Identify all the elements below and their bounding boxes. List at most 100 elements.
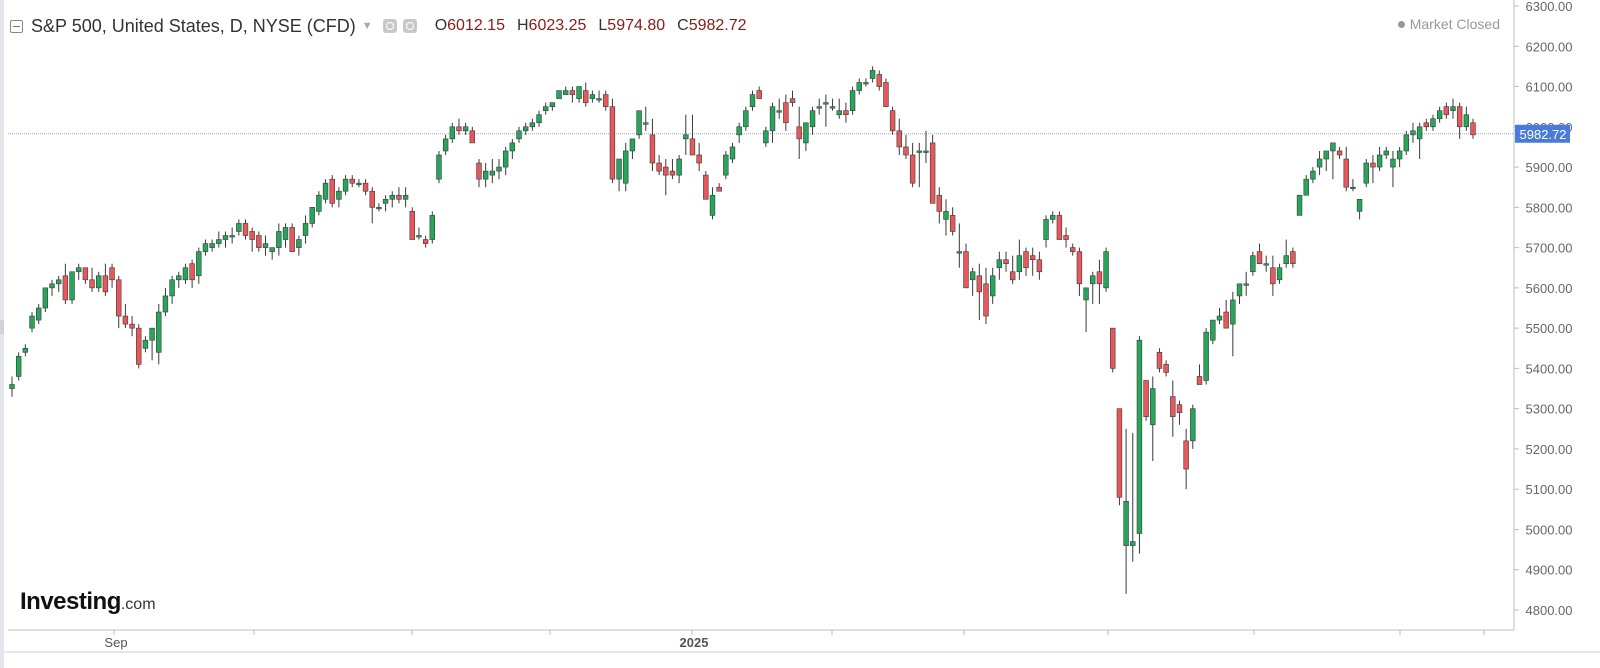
candle-body bbox=[409, 211, 415, 240]
candle-body bbox=[756, 90, 762, 99]
candle-body bbox=[623, 150, 629, 184]
y-tick-label: 6100.00 bbox=[1526, 80, 1573, 95]
candle-body bbox=[1443, 106, 1450, 116]
candle-body bbox=[1410, 130, 1416, 136]
candle-body bbox=[763, 130, 769, 144]
candle-body bbox=[96, 275, 102, 289]
candle-body bbox=[462, 126, 469, 132]
candle-body bbox=[249, 231, 255, 240]
candle-body bbox=[649, 134, 656, 164]
y-tick-label: 5300.00 bbox=[1526, 402, 1573, 417]
candle-body bbox=[603, 94, 609, 107]
candle-body bbox=[1470, 122, 1476, 136]
y-tick-label: 5100.00 bbox=[1526, 482, 1573, 497]
candle-body bbox=[442, 138, 449, 152]
candle-body bbox=[9, 384, 15, 389]
candle-body bbox=[209, 243, 215, 248]
candle-body bbox=[1303, 178, 1309, 196]
candle-body bbox=[1450, 106, 1456, 111]
candle-body bbox=[169, 279, 175, 297]
candle-body bbox=[1423, 122, 1430, 128]
candle-body bbox=[229, 235, 235, 238]
candle-body bbox=[529, 122, 536, 128]
candle-body bbox=[109, 267, 115, 281]
candle-body bbox=[989, 275, 996, 297]
last-price-label: 5982.72 bbox=[1520, 127, 1567, 142]
candle-body bbox=[796, 126, 802, 140]
candle-body bbox=[536, 114, 542, 124]
candle-body bbox=[196, 251, 202, 277]
candle-body bbox=[829, 106, 836, 109]
candle-body bbox=[629, 138, 636, 152]
candle-body bbox=[162, 295, 169, 313]
resize-handle[interactable] bbox=[0, 320, 4, 334]
market-status: Market Closed bbox=[1397, 16, 1500, 32]
candle-body bbox=[1190, 408, 1196, 442]
candle-body bbox=[1356, 198, 1363, 212]
candle-body bbox=[583, 90, 589, 103]
eye-icon[interactable] bbox=[382, 19, 397, 33]
candle-body bbox=[1210, 319, 1216, 341]
candle-body bbox=[936, 194, 943, 212]
candle-body bbox=[1090, 275, 1096, 285]
candle-body bbox=[1316, 158, 1323, 168]
candle-body bbox=[336, 190, 342, 200]
candle-body bbox=[1163, 364, 1169, 373]
candle-body bbox=[1256, 251, 1263, 265]
candle-body bbox=[35, 307, 42, 321]
candle-body bbox=[656, 162, 662, 172]
chart-header: S&P 500, United States, D, NYSE (CFD) ▼ … bbox=[10, 14, 747, 38]
candle-body bbox=[1276, 267, 1283, 281]
candle-body bbox=[963, 251, 969, 289]
candle-body bbox=[356, 182, 362, 185]
candle-body bbox=[142, 339, 149, 349]
candle-body bbox=[736, 126, 742, 136]
candle-body bbox=[1370, 162, 1376, 168]
candle-body bbox=[1043, 219, 1049, 240]
price-chart[interactable]: 6300.006200.006100.006000.005900.005800.… bbox=[4, 0, 1600, 668]
candle-body bbox=[676, 158, 682, 176]
candle-body bbox=[1243, 283, 1249, 286]
candle-body bbox=[669, 170, 676, 176]
candle-body bbox=[262, 243, 269, 248]
instrument-title[interactable]: S&P 500, United States, D, NYSE (CFD) bbox=[31, 15, 356, 36]
candle-body bbox=[983, 283, 989, 317]
candle-body bbox=[55, 279, 62, 285]
candle-body bbox=[1096, 271, 1103, 285]
collapse-icon[interactable] bbox=[10, 19, 23, 33]
candle-body bbox=[469, 130, 476, 144]
candle-body bbox=[156, 311, 162, 353]
candle-body bbox=[1116, 408, 1123, 498]
candle-body bbox=[1103, 251, 1109, 289]
candle-body bbox=[1456, 106, 1463, 128]
candle-body bbox=[729, 146, 736, 160]
candle-body bbox=[1223, 311, 1229, 329]
candle-body bbox=[1343, 158, 1349, 188]
y-tick-label: 5700.00 bbox=[1526, 241, 1573, 256]
candle-body bbox=[49, 283, 55, 289]
candle-body bbox=[1003, 259, 1009, 265]
candle-body bbox=[909, 154, 916, 184]
candle-body bbox=[1023, 251, 1029, 269]
x-tick-label: Sep bbox=[104, 635, 127, 650]
candle-body bbox=[636, 110, 642, 136]
settings-icon[interactable] bbox=[402, 19, 417, 33]
candle-body bbox=[289, 227, 295, 252]
candle-body bbox=[776, 110, 782, 113]
candle-body bbox=[576, 86, 582, 99]
dropdown-caret-icon[interactable]: ▼ bbox=[361, 20, 373, 32]
candle-body bbox=[489, 170, 496, 176]
candle-body bbox=[1330, 142, 1336, 152]
candle-body bbox=[342, 178, 349, 192]
candle-body bbox=[1203, 331, 1209, 381]
candle-body bbox=[663, 166, 669, 176]
candle-body bbox=[823, 102, 829, 105]
candle-body bbox=[376, 207, 382, 210]
candle-body bbox=[743, 110, 749, 128]
candle-body bbox=[402, 194, 409, 200]
candle-body bbox=[1383, 150, 1389, 156]
candle-body bbox=[102, 275, 109, 293]
investing-logo: Investing.com bbox=[20, 588, 156, 616]
candle-body bbox=[1350, 186, 1356, 189]
